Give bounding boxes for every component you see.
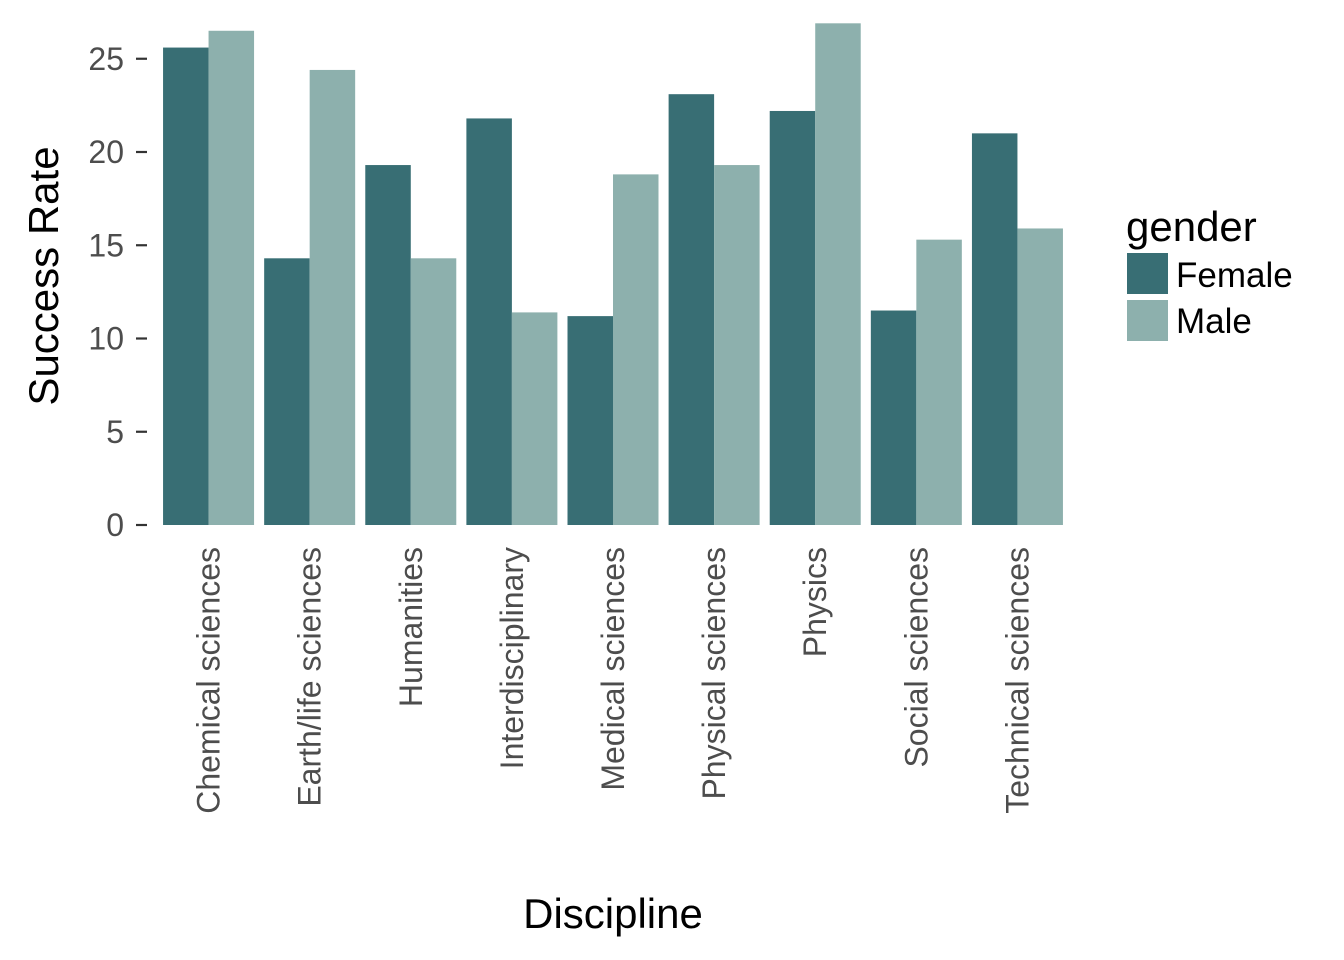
x-axis-title: Discipline [523, 890, 703, 937]
y-tick-label: 10 [88, 321, 124, 357]
y-tick-label: 15 [88, 227, 124, 263]
bar-male-0 [208, 30, 255, 526]
x-tick-label: Humanities [393, 547, 429, 707]
y-axis: 0 5 10 15 20 25 [88, 41, 147, 543]
bar-male-2 [410, 258, 457, 525]
bar-female-1 [264, 258, 310, 525]
bar-male-1 [309, 69, 356, 525]
x-tick-label: Chemical sciences [191, 547, 227, 814]
bar-male-4 [613, 174, 659, 525]
y-axis-title: Success Rate [20, 146, 67, 405]
y-tick-label: 0 [106, 507, 124, 543]
y-tick-label: 25 [88, 41, 124, 77]
bar-female-8 [971, 133, 1018, 525]
bar-male-3 [511, 312, 558, 525]
bar-female-2 [365, 165, 411, 525]
x-tick-label: Interdisciplinary [494, 547, 530, 769]
x-tick-label: Medical sciences [595, 547, 631, 791]
bar-female-4 [567, 316, 613, 525]
bar-male-6 [815, 23, 861, 525]
legend-label-female: Female [1176, 256, 1293, 295]
x-tick-label: Physics [797, 547, 833, 657]
bar-female-5 [668, 94, 715, 525]
x-tick-label: Social sciences [898, 547, 934, 768]
bar-female-7 [870, 310, 917, 525]
bar-female-6 [769, 110, 816, 525]
bar-male-7 [916, 239, 962, 525]
x-tick-label: Physical sciences [696, 547, 732, 800]
y-tick-label: 20 [88, 134, 124, 170]
bar-male-8 [1017, 228, 1063, 525]
bar-female-3 [466, 118, 512, 526]
y-tick-label: 5 [106, 414, 124, 450]
legend-key-male [1127, 300, 1168, 341]
bars [163, 23, 1063, 526]
bar-male-5 [714, 165, 760, 525]
bar-female-0 [163, 47, 209, 526]
legend-label-male: Male [1176, 302, 1252, 341]
x-tick-label: Earth/life sciences [292, 547, 328, 807]
x-axis: Chemical sciences Earth/life sciences Huma… [191, 547, 1036, 814]
legend: gender Female Male [1126, 203, 1293, 341]
x-tick-label: Technical sciences [999, 547, 1035, 814]
legend-title: gender [1126, 203, 1257, 250]
legend-key-female [1127, 253, 1168, 294]
